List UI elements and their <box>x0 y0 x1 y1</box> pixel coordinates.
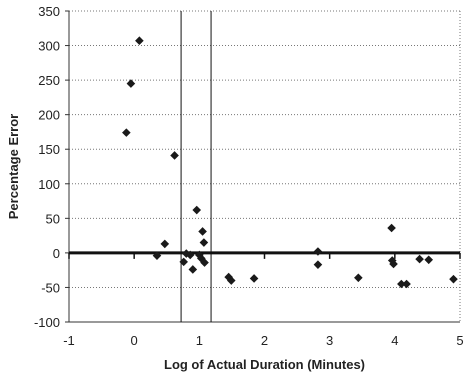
data-point-24 <box>389 259 398 269</box>
x-axis-title: Log of Actual Duration (Minutes) <box>164 357 365 372</box>
x-tick-label-5: 4 <box>391 333 398 348</box>
data-point-25 <box>397 279 406 289</box>
y-tick-label-9: 350 <box>38 4 60 19</box>
data-point-6 <box>179 257 188 267</box>
data-point-28 <box>424 255 434 265</box>
y-tick-label-0: -100 <box>34 315 60 330</box>
data-point-14 <box>199 238 209 247</box>
data-point-15 <box>200 258 209 267</box>
data-point-9 <box>188 265 198 274</box>
y-axis-title: Percentage Error <box>6 114 21 220</box>
y-tick-label-6: 200 <box>38 108 60 123</box>
x-tick-label-1: 0 <box>131 333 138 348</box>
data-point-27 <box>415 254 424 264</box>
data-point-19 <box>313 247 323 256</box>
y-tick-label-2: 0 <box>53 246 60 261</box>
data-point-21 <box>354 273 363 283</box>
x-tick-label-3: 2 <box>261 333 268 348</box>
data-point-8 <box>185 250 195 260</box>
data-point-29 <box>449 274 458 284</box>
data-point-13 <box>198 227 207 236</box>
data-point-1 <box>126 79 136 88</box>
y-tick-label-5: 150 <box>38 142 60 157</box>
data-point-0 <box>122 128 131 137</box>
data-point-23 <box>387 256 397 265</box>
reference-lines <box>180 11 212 322</box>
axis-layer <box>65 10 461 323</box>
data-point-2 <box>135 36 144 46</box>
data-point-11 <box>195 250 204 260</box>
y-tick-label-3: 50 <box>46 211 60 226</box>
x-tick-label-4: 3 <box>326 333 333 348</box>
y-tick-label-8: 300 <box>38 39 60 54</box>
x-tick-label-0: -1 <box>63 333 75 348</box>
data-point-3 <box>152 251 162 260</box>
data-point-22 <box>387 223 396 233</box>
y-tick-label-1: -50 <box>41 280 60 295</box>
x-tick-label-2: 1 <box>196 333 203 348</box>
data-point-10 <box>192 205 202 215</box>
x-tick-label-6: 5 <box>456 333 463 348</box>
data-point-5 <box>170 151 179 160</box>
data-point-26 <box>402 279 411 289</box>
data-point-4 <box>160 239 170 249</box>
y-tick-label-7: 250 <box>38 73 60 88</box>
data-point-7 <box>182 249 191 258</box>
data-point-17 <box>226 276 236 285</box>
grid-layer <box>69 10 460 323</box>
data-point-18 <box>249 274 259 283</box>
tick-labels: -100 -50 0 50 100 150 200 250 300 350 -1 0 1 2 3 4 5 <box>34 4 464 348</box>
data-point-20 <box>313 260 323 269</box>
data-points <box>122 36 458 289</box>
y-tick-label-4: 100 <box>38 177 60 192</box>
